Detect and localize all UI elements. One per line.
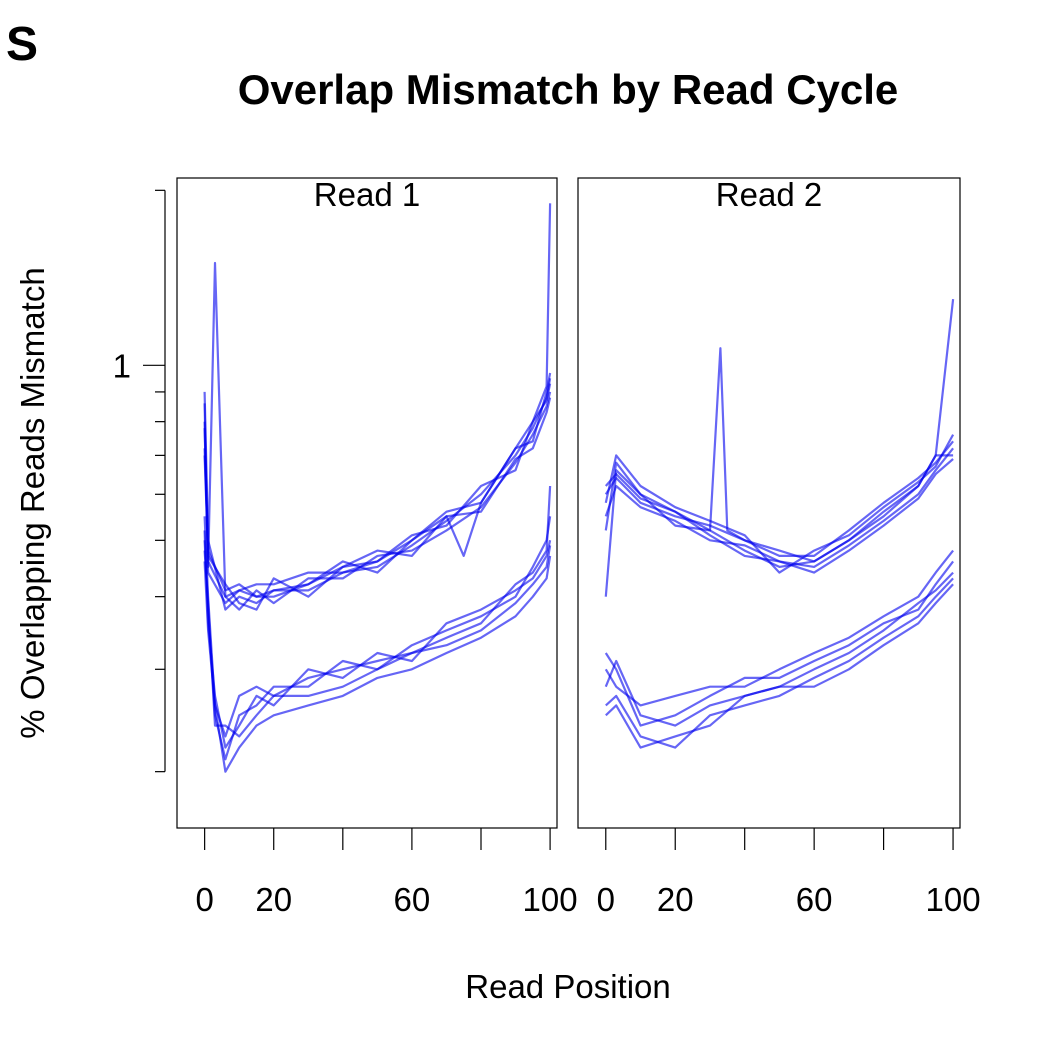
x-axis-title: Read Position — [465, 968, 670, 1005]
series-line-upper — [604, 440, 954, 557]
panel-label: Read 2 — [716, 176, 822, 213]
series-line-upper — [604, 454, 954, 597]
series-line-lower — [604, 571, 954, 727]
x-tick-label: 60 — [394, 881, 431, 918]
series-line-upper — [203, 383, 552, 605]
series-line-lower — [605, 577, 954, 749]
panel-frame — [577, 177, 961, 829]
x-tick-label: 0 — [597, 881, 615, 918]
series-line-upper — [604, 458, 954, 574]
series-line-upper — [203, 397, 552, 611]
series-line-lower — [604, 560, 954, 727]
series-line-upper — [203, 378, 552, 611]
y-tick-label: 1 — [113, 347, 131, 384]
series-line-lower — [203, 555, 552, 773]
panel-frame — [176, 177, 558, 829]
figure-panel-letter: S — [6, 18, 38, 71]
y-axis-title: % Overlapping Reads Mismatch — [14, 267, 51, 738]
x-tick-label: 20 — [255, 881, 292, 918]
x-tick-label: 20 — [657, 881, 694, 918]
chart-title: Overlap Mismatch by Read Cycle — [238, 66, 899, 113]
series-line-upper — [604, 434, 955, 574]
panel-label: Read 1 — [314, 176, 420, 213]
x-tick-label: 0 — [195, 881, 213, 918]
series-line-upper — [604, 298, 955, 563]
x-tick-label: 60 — [796, 881, 833, 918]
x-tick-label: 100 — [523, 881, 578, 918]
series-line-lower — [203, 530, 552, 749]
panel-read-1: Read 1 0 20 60 100 — [176, 176, 578, 918]
series-line-upper — [604, 447, 954, 568]
series-group — [203, 203, 552, 773]
series-line-lower — [203, 516, 552, 761]
series-line-lower — [203, 545, 552, 738]
series-group — [604, 298, 955, 749]
series-line-upper — [203, 203, 552, 598]
series-line-lower — [604, 549, 954, 707]
panel-read-2: Read 2 0 20 60 100 — [577, 176, 981, 918]
series-line-lower — [203, 485, 552, 738]
series-line-upper — [203, 391, 552, 611]
x-tick-label: 100 — [926, 881, 981, 918]
series-line-lower — [605, 583, 954, 749]
y-axis: 1 — [113, 189, 166, 773]
